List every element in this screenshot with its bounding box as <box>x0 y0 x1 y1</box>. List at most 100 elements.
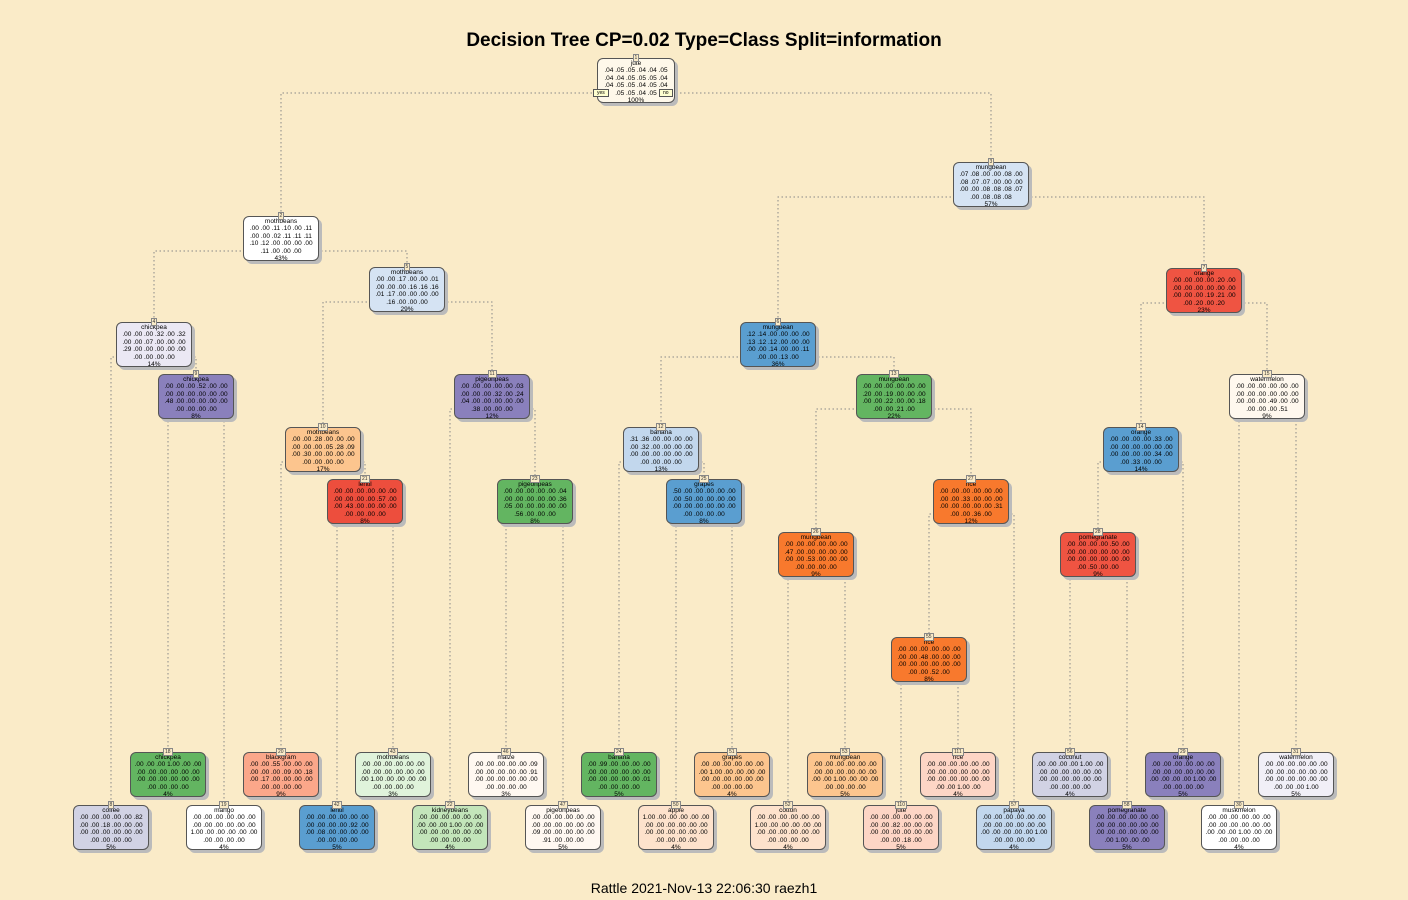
node-percentage: 8% <box>699 518 709 526</box>
node-probability-row: .04 .05 .05 .04 .04 .05 <box>604 67 668 75</box>
node-probability-row: .00 .00 .00 .00 .00 .00 <box>587 768 651 776</box>
node-number: 52 <box>783 801 793 809</box>
edge-26-53 <box>816 566 846 752</box>
node-probability-row: .00 .00 .00 .32 .00 .24 <box>460 390 524 398</box>
node-percentage: 5% <box>106 844 116 852</box>
node-number: 46 <box>501 748 511 756</box>
node-number: 24 <box>614 748 624 756</box>
node-probability-row: .00 .08 .00 .00 .00 .00 <box>305 829 369 837</box>
node-probability-row: .00 .00 .18 .00 .00 .00 <box>79 821 143 829</box>
node-class-label: mothbeans <box>264 218 298 225</box>
edge-27-55 <box>928 513 971 637</box>
node-probability-row: .10 .12 .00 .00 .00 .00 <box>249 240 313 248</box>
node-number: 42 <box>332 801 342 809</box>
node-class-label: lentil <box>358 481 372 488</box>
tree-node-pigeonpeas: pigeonpeas .00 .00 .00 .00 .00 .03.00 .00… <box>454 374 530 420</box>
node-class-label: pomegranate <box>1078 534 1118 541</box>
node-probability-row: .00 .00 .00 .00 <box>1218 836 1260 844</box>
node-probability-row: .00 .00 .00 1.00 <box>1273 783 1319 791</box>
node-number: 111 <box>952 748 964 756</box>
edge-5-10 <box>322 301 407 427</box>
node-percentage: 4% <box>219 844 229 852</box>
node-probability-row: .00 .00 .00 .00 .00 .00 <box>784 541 848 549</box>
tree-node-rice: rice .00 .00 .00 .00 .00 .00.00 .00 .48 .… <box>891 637 967 683</box>
node-probability-row: .00 .00 .00 .00 .00 .00 <box>1235 390 1299 398</box>
node-number: 5 <box>403 263 411 271</box>
edge-28-56 <box>1069 566 1098 752</box>
node-probability-row: .00 .00 .00 .00 <box>824 783 866 791</box>
node-class-label: pigeonpeas <box>518 481 552 488</box>
tree-node-watermelon: watermelon .00 .00 .00 .00 .00 .00.00 .00… <box>1258 752 1334 798</box>
node-probability-row: .00 .00 .00 .51 <box>1246 405 1288 413</box>
node-probability-row: .00 .00 .00 .00 .50 .00 <box>1066 541 1130 549</box>
node-probability-row: .00 .00 .00 .00 .00 .00 <box>192 814 256 822</box>
node-probability-row: .00 .00 .00 .05 .28 .09 <box>291 443 355 451</box>
node-probability-row: .00 .00 .00 .00 .00 1.00 <box>980 829 1048 837</box>
node-probability-row: .00 .00 1.00 .00 <box>935 783 981 791</box>
node-probability-row: .07 .08 .00 .00 .08 .00 <box>959 171 1023 179</box>
node-class-label: muskmelon <box>1222 807 1256 814</box>
node-probability-row: .00 .00 .00 .00 .00 .00 <box>629 451 693 459</box>
node-number: 1 <box>632 54 640 62</box>
node-class-label: grapes <box>722 754 742 761</box>
node-probability-row: .00 .50 .00 .00 .00 .00 <box>672 495 736 503</box>
node-probability-row: .00 .00 .00 .00 .00 .00 <box>1038 768 1102 776</box>
node-probability-row: .00 .00 .00 .00 .00 .00 <box>869 829 933 837</box>
node-class-label: jute <box>630 60 642 67</box>
tree-node-banana: banana .31 .36 .00 .00 .00 .00.00 .32 .00… <box>623 427 699 473</box>
node-class-label: pigeonpeas <box>475 376 509 383</box>
node-probability-row: .00 .00 .00 .00 <box>1162 783 1204 791</box>
node-probability-row: .00 .00 .00 .00 .00 .00 <box>1109 443 1173 451</box>
node-class-label: apple <box>668 807 684 814</box>
node-percentage: 100% <box>627 97 645 105</box>
node-number: 10 <box>318 423 328 431</box>
node-probability-row: .01 .17 .00 .00 .00 .00 <box>375 291 439 299</box>
node-percentage: 9% <box>1093 571 1103 579</box>
node-probability-row: .05 .05 .04 .05 <box>615 89 657 97</box>
node-probability-row: .00 .00 .00 .00 <box>147 783 189 791</box>
node-probability-row: .00 .00 .00 .00 <box>175 405 217 413</box>
edge-3-6 <box>777 196 991 322</box>
tree-node-lentil: lentil .00 .00 .00 .00 .00 .00.00 .00 .00… <box>299 805 375 851</box>
node-percentage: 14% <box>1134 466 1148 474</box>
node-percentage: 9% <box>276 791 286 799</box>
node-probability-row: .00 .00 .00 .00 .00 .00 <box>869 814 933 822</box>
tree-node-cotton: cotton .00 .00 .00 .00 .00 .00 1.00 .00 .0… <box>750 805 826 851</box>
edge-4-9 <box>154 356 197 374</box>
tree-node-mungbean: mungbean .07 .08 .00 .00 .08 .00.08 .07 .… <box>953 162 1029 208</box>
node-probability-row: .00 .00 .00 .19 .21 .00 <box>1172 292 1236 300</box>
node-percentage: 4% <box>1009 844 1019 852</box>
edge-6-13 <box>778 356 895 374</box>
node-class-label: mungbean <box>800 534 832 541</box>
node-number: 53 <box>840 748 850 756</box>
node-probability-row: .00 .00 .00 .00 .00 .00 <box>700 776 764 784</box>
tree-node-watermelon: watermelon .00 .00 .00 .00 .00 .00.00 .00… <box>1229 374 1305 420</box>
edge-11-22 <box>449 408 492 805</box>
tree-node-banana: banana .00 .99 .00 .00 .00 .00.00 .00 .00… <box>581 752 657 798</box>
tree-node-mothbeans: mothbeans .00 .00 .28 .00 .00 .00.00 .00 … <box>285 427 361 474</box>
edge-21-43 <box>365 513 394 752</box>
node-probability-row: .00 .00 .00 .00 .00 .00 <box>700 761 764 769</box>
node-percentage: 4% <box>671 844 681 852</box>
node-probability-row: .00 .00 1.00 .00 .00 .00 <box>811 776 879 784</box>
node-number: 57 <box>1009 801 1019 809</box>
node-probability-row: .00 .00 .00 .00 <box>429 836 471 844</box>
node-probability-row: .00 .00 .00 .00 .00 .00 <box>361 761 425 769</box>
node-probability-row: .00 .00 .00 .52 .00 .00 <box>164 383 228 391</box>
node-class-label: banana <box>608 754 630 761</box>
node-probability-row: .00 .00 .00 .00 .57 .00 <box>333 495 397 503</box>
node-probability-row: .00 1.00 .00 .00 .00 .00 <box>359 776 427 784</box>
node-number: 110 <box>895 801 907 809</box>
node-probability-row: .00 .00 .00 .00 .00 .00 <box>1038 776 1102 784</box>
node-probability-row: .00 .00 .82 .00 .00 .00 <box>869 821 933 829</box>
node-class-label: kidneybeans <box>431 807 469 814</box>
node-number: 14 <box>1136 423 1146 431</box>
node-number: 4 <box>150 318 158 326</box>
node-probability-row: .00 .00 .00 .00 .00 .00 <box>136 776 200 784</box>
node-probability-row: .00 .00 .00 .00 .00 .00 <box>79 829 143 837</box>
node-probability-row: .00 .00 .55 .00 .00 .00 <box>249 761 313 769</box>
node-percentage: 17% <box>316 466 330 474</box>
edge-25-51 <box>704 513 733 752</box>
node-probability-row: .00 .00 .00 .00 <box>767 836 809 844</box>
tree-node-mothbeans: mothbeans .00 .00 .00 .00 .00 .00.00 .00 … <box>355 752 431 798</box>
